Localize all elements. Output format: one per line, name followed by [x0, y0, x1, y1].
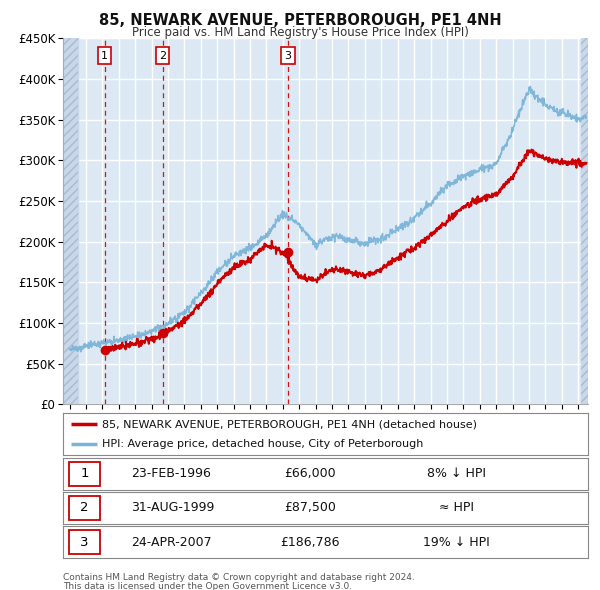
Text: 2: 2	[80, 502, 89, 514]
Polygon shape	[581, 38, 588, 404]
Text: 3: 3	[80, 536, 89, 549]
Text: 2: 2	[159, 51, 166, 61]
FancyBboxPatch shape	[70, 461, 100, 486]
Text: 85, NEWARK AVENUE, PETERBOROUGH, PE1 4NH: 85, NEWARK AVENUE, PETERBOROUGH, PE1 4NH	[98, 13, 502, 28]
Text: Price paid vs. HM Land Registry's House Price Index (HPI): Price paid vs. HM Land Registry's House …	[131, 26, 469, 39]
Text: 8% ↓ HPI: 8% ↓ HPI	[427, 467, 486, 480]
FancyBboxPatch shape	[70, 530, 100, 555]
Text: 85, NEWARK AVENUE, PETERBOROUGH, PE1 4NH (detached house): 85, NEWARK AVENUE, PETERBOROUGH, PE1 4NH…	[103, 419, 478, 430]
Text: 19% ↓ HPI: 19% ↓ HPI	[424, 536, 490, 549]
Text: 1: 1	[80, 467, 89, 480]
Text: ≈ HPI: ≈ HPI	[439, 502, 474, 514]
Text: £87,500: £87,500	[284, 502, 335, 514]
Text: 24-APR-2007: 24-APR-2007	[131, 536, 212, 549]
Text: 1: 1	[101, 51, 108, 61]
Text: Contains HM Land Registry data © Crown copyright and database right 2024.: Contains HM Land Registry data © Crown c…	[63, 573, 415, 582]
Text: £66,000: £66,000	[284, 467, 335, 480]
Text: £186,786: £186,786	[280, 536, 340, 549]
FancyBboxPatch shape	[70, 496, 100, 520]
Text: HPI: Average price, detached house, City of Peterborough: HPI: Average price, detached house, City…	[103, 439, 424, 449]
Polygon shape	[63, 38, 78, 404]
Text: This data is licensed under the Open Government Licence v3.0.: This data is licensed under the Open Gov…	[63, 582, 352, 590]
Text: 3: 3	[284, 51, 292, 61]
Text: 23-FEB-1996: 23-FEB-1996	[131, 467, 211, 480]
Text: 31-AUG-1999: 31-AUG-1999	[131, 502, 215, 514]
